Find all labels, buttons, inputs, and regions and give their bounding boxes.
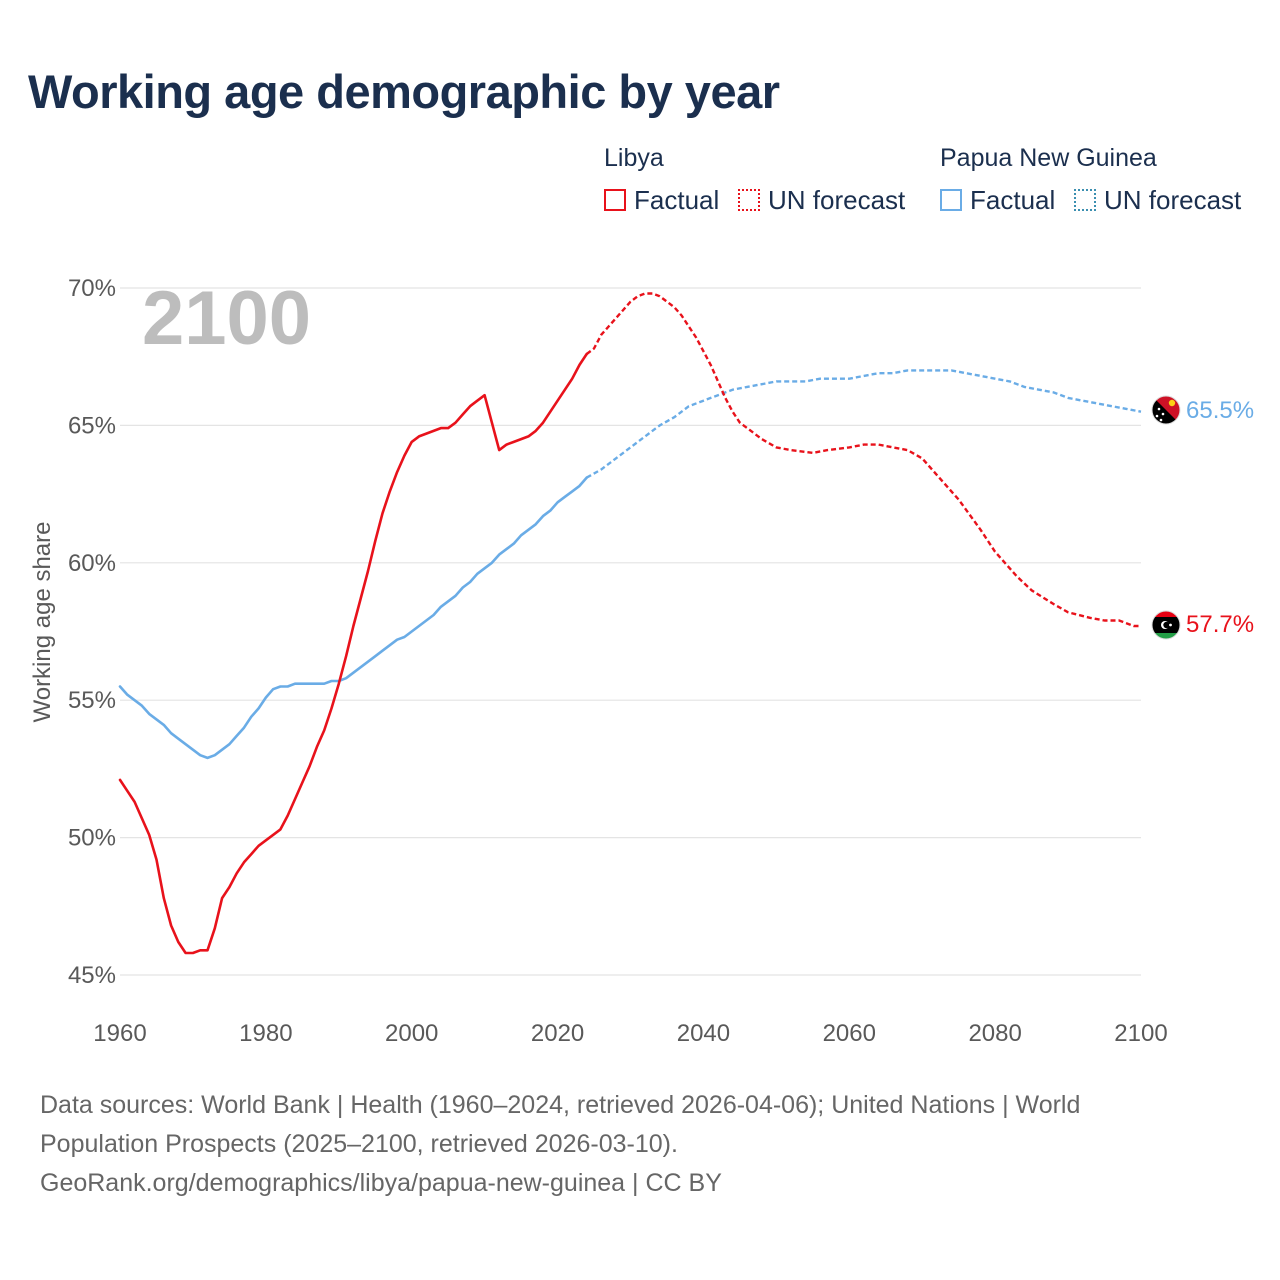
x-axis: 1960 1980 2000 2020 2040 2060 2080 2100	[93, 1020, 1167, 1047]
x-tick-label: 2000	[385, 1020, 438, 1047]
series-line-papua-new-guinea-forecast	[586, 369, 1142, 479]
series-line-papua-new-guinea-factual	[118, 476, 589, 760]
legend-country-libya: Libya	[604, 144, 664, 172]
y-axis-label: Working age share	[29, 522, 56, 723]
legend-png-forecast[interactable]: UN forecast	[1074, 184, 1241, 216]
series-lines	[118, 292, 1142, 955]
end-label-libya: 57.7%	[1186, 611, 1254, 638]
papua-new-guinea-flag-icon	[1151, 395, 1181, 425]
y-tick-label: 70%	[68, 275, 116, 302]
x-tick-label: 1980	[239, 1020, 292, 1047]
libya-flag-icon	[1151, 610, 1181, 640]
legend-label: UN forecast	[1104, 184, 1242, 215]
legend-solid-swatch-icon	[604, 189, 626, 211]
x-tick-label: 2040	[677, 1020, 730, 1047]
end-label-papua-new-guinea: 65.5%	[1186, 397, 1254, 424]
x-tick-label: 2080	[968, 1020, 1021, 1047]
y-tick-label: 60%	[68, 550, 116, 577]
year-watermark: 2100	[142, 276, 311, 361]
legend-png-factual[interactable]: Factual	[940, 184, 1055, 216]
chart-footer: Data sources: World Bank | Health (1960–…	[40, 1086, 1150, 1203]
grid-lines	[120, 287, 1141, 976]
legend-dotted-swatch-icon	[738, 189, 760, 211]
x-tick-label: 2020	[531, 1020, 584, 1047]
y-tick-label: 55%	[68, 687, 116, 714]
y-axis: 45% 50% 55% 60% 65% 70%	[68, 275, 116, 989]
legend-country-papua-new-guinea: Papua New Guinea	[940, 144, 1157, 172]
legend-libya-factual[interactable]: Factual	[604, 184, 719, 216]
legend-libya-forecast[interactable]: UN forecast	[738, 184, 905, 216]
legend-label: Factual	[634, 184, 720, 215]
legend-solid-swatch-icon	[940, 189, 962, 211]
y-tick-label: 45%	[68, 962, 116, 989]
series-line-libya-factual	[118, 352, 589, 955]
y-tick-label: 50%	[68, 825, 116, 852]
chart-title: Working age demographic by year	[28, 65, 780, 118]
x-tick-label: 2060	[823, 1020, 876, 1047]
legend-label: Factual	[970, 184, 1056, 215]
credit-link[interactable]: GeoRank.org/demographics/libya/papua-new…	[40, 1169, 722, 1197]
x-tick-label: 1960	[93, 1020, 146, 1047]
x-tick-label: 2100	[1114, 1020, 1167, 1047]
series-line-libya-forecast	[585, 292, 1141, 628]
data-sources-text: Data sources: World Bank | Health (1960–…	[40, 1091, 1081, 1158]
legend-dotted-swatch-icon	[1074, 189, 1096, 211]
legend-label: UN forecast	[768, 184, 906, 215]
y-tick-label: 65%	[68, 412, 116, 439]
